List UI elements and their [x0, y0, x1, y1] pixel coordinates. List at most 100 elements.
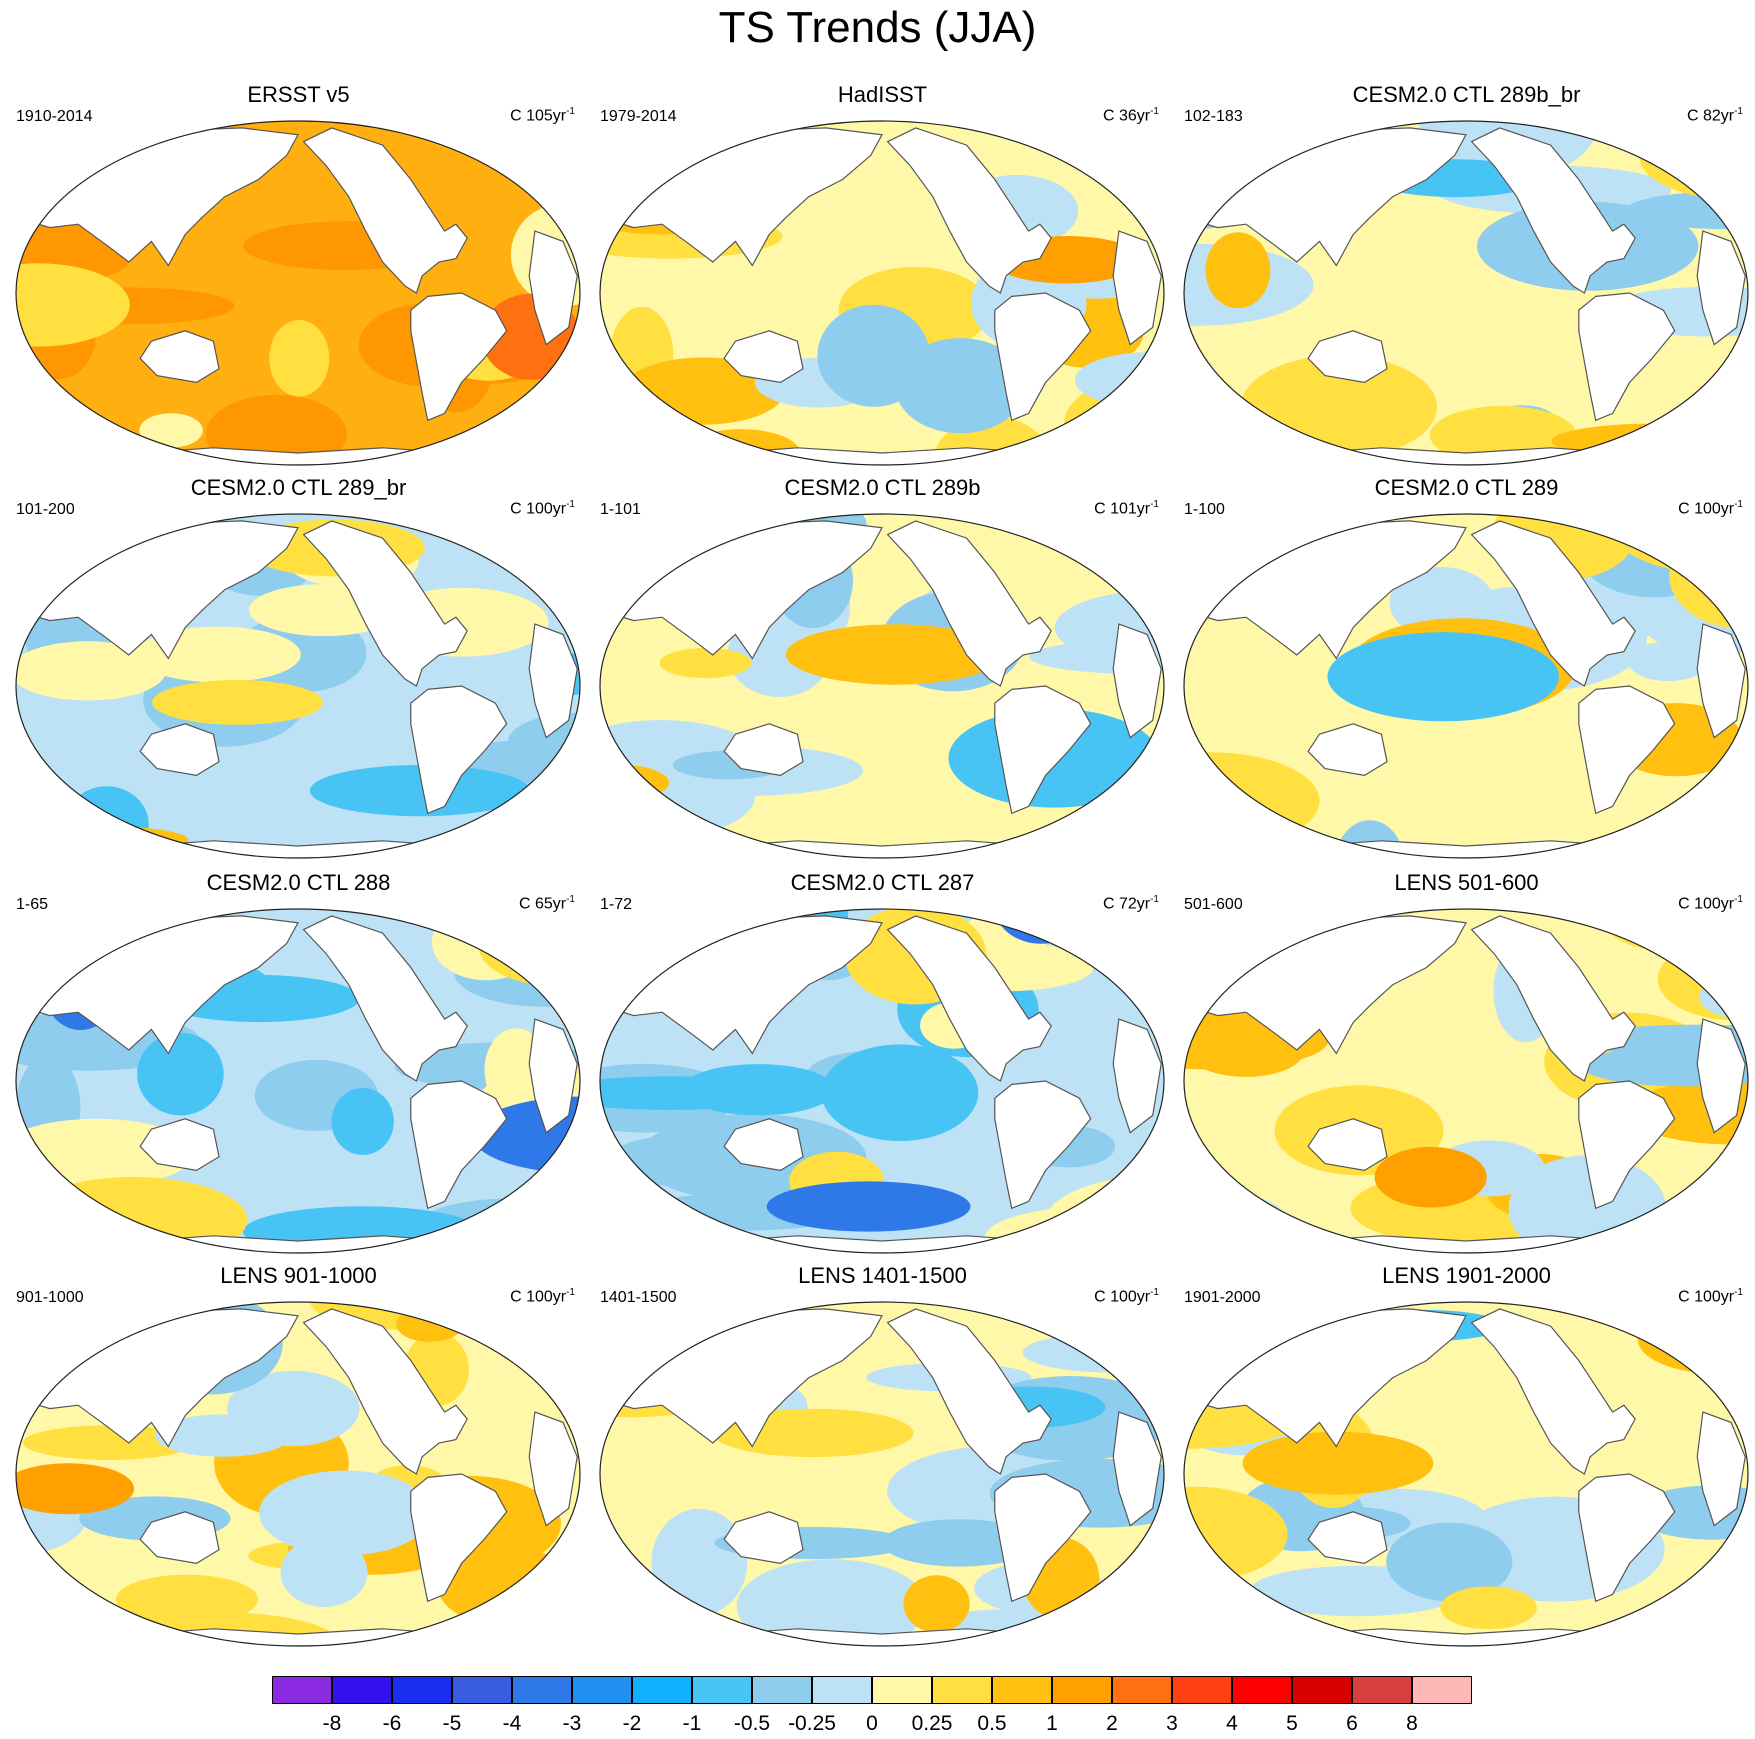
panel-title: ERSST v5: [247, 82, 350, 107]
colorbar-label: -3: [562, 1712, 582, 1735]
land-africa: [1696, 1411, 1746, 1527]
trend-patch: [1336, 820, 1404, 858]
trend-patch: [259, 1470, 432, 1556]
land-australia: [139, 330, 220, 384]
colorbar-label: -5: [442, 1712, 462, 1735]
colorbar-swatch: [692, 1676, 752, 1704]
map-panel: HadISST 1979-2014 C 36yr-1: [590, 82, 1175, 482]
land-australia: [139, 1511, 220, 1565]
colorbar-swatch: [1352, 1676, 1412, 1704]
panel-title: CESM2.0 CTL 288: [206, 870, 391, 895]
land-africa: [1112, 1411, 1162, 1527]
land-samerica: [994, 292, 1092, 422]
colorbar-label: 4: [1226, 1712, 1238, 1735]
colorbar-swatch: [392, 1676, 452, 1704]
land-australia: [1307, 330, 1388, 384]
world-map: [599, 513, 1165, 859]
map-panel: LENS 1901-2000 1901-2000 C 100yr-1: [1174, 1263, 1755, 1663]
map-border: [599, 513, 1165, 859]
colorbar-swatch: [452, 1676, 512, 1704]
world-map: [15, 908, 581, 1254]
panel-period: 1-65: [16, 896, 49, 913]
land-samerica: [1578, 292, 1676, 422]
land-australia: [723, 1118, 804, 1172]
trend-patch: [600, 1625, 697, 1646]
trend-patch: [821, 1044, 979, 1141]
map-panel: LENS 501-600 501-600 C 100yr-1: [1174, 870, 1755, 1270]
map-border: [1183, 1301, 1749, 1647]
land-australia: [139, 723, 220, 777]
colorbar-label: -4: [502, 1712, 522, 1735]
panel-title: LENS 501-600: [1394, 870, 1539, 895]
land-namerica: [1470, 1308, 1636, 1475]
colorbar-swatch: [1112, 1676, 1172, 1704]
map-border: [599, 1301, 1165, 1647]
map-panel: LENS 1401-1500 1401-1500 C 100yr-1: [590, 1263, 1175, 1663]
colorbar-label: -1: [682, 1712, 702, 1735]
land-samerica: [410, 1080, 508, 1210]
land-namerica: [302, 915, 468, 1082]
world-map: [15, 1301, 581, 1647]
panel-title: CESM2.0 CTL 289: [1374, 475, 1559, 500]
panel-period: 1-72: [600, 896, 633, 913]
land-africa: [1112, 230, 1162, 346]
panel-title: CESM2.0 CTL 289b: [784, 475, 981, 500]
colorbar-label: -6: [382, 1712, 402, 1735]
land-samerica: [994, 1473, 1092, 1603]
land-namerica: [302, 520, 468, 687]
panel-period: 901-1000: [16, 1289, 84, 1306]
panel-units: C 100yr-1: [1678, 894, 1743, 913]
trend-patch: [1579, 1024, 1748, 1057]
land-samerica: [1578, 1080, 1676, 1210]
land-africa: [528, 230, 578, 346]
colorbar-swatch: [272, 1676, 332, 1704]
colorbar-swatch: [752, 1676, 812, 1704]
colorbar-swatch: [872, 1676, 932, 1704]
world-map: [599, 120, 1165, 466]
panel-period: 1-101: [600, 501, 641, 518]
trend-patch: [155, 1414, 291, 1457]
trend-patch: [64, 786, 149, 858]
trend-patch: [396, 1306, 464, 1342]
colorbar-swatch: [1292, 1676, 1352, 1704]
map-border: [15, 1301, 581, 1647]
land-namerica: [886, 1308, 1052, 1475]
panel-period: 1979-2014: [600, 108, 677, 125]
trend-patch: [1205, 232, 1271, 309]
land-australia: [723, 330, 804, 384]
world-map: [15, 120, 581, 466]
trend-patch: [1096, 419, 1163, 460]
trend-patch: [600, 1076, 790, 1111]
colorbar-label: 0.25: [911, 1712, 953, 1735]
panel-title: LENS 1901-2000: [1382, 1263, 1551, 1288]
panel-units: C 65yr-1: [518, 894, 575, 913]
trend-patch: [1646, 603, 1748, 654]
trend-patch: [1440, 1586, 1537, 1630]
trend-patch: [16, 806, 95, 858]
panel-units: C 100yr-1: [1094, 1287, 1159, 1306]
trend-patch: [269, 320, 330, 397]
land-australia: [1307, 723, 1388, 777]
panel-period: 102-183: [1184, 108, 1243, 125]
panel-title: LENS 901-1000: [220, 1263, 377, 1288]
land-samerica: [994, 685, 1092, 815]
panel-units: C 36yr-1: [1102, 106, 1159, 125]
map-border: [15, 120, 581, 466]
trend-patch: [1657, 127, 1748, 170]
trend-patch: [309, 765, 530, 817]
land-samerica: [994, 1080, 1092, 1210]
panel-period: 1401-1500: [600, 1289, 677, 1306]
colorbar-swatch: [1232, 1676, 1292, 1704]
trend-patch: [16, 1463, 135, 1515]
figure-title: TS Trends (JJA): [718, 3, 1037, 52]
trend-patch: [903, 1575, 970, 1633]
panel-units: C 105yr-1: [510, 106, 575, 125]
trend-patch: [1386, 1522, 1513, 1602]
panel-units: C 101yr-1: [1094, 499, 1159, 518]
panel-period: 1-100: [1184, 501, 1225, 518]
map-border: [1183, 120, 1749, 466]
panel-units: C 100yr-1: [510, 1287, 575, 1306]
trend-patch: [651, 1508, 748, 1616]
trend-patch: [152, 680, 323, 725]
land-africa: [1112, 623, 1162, 739]
